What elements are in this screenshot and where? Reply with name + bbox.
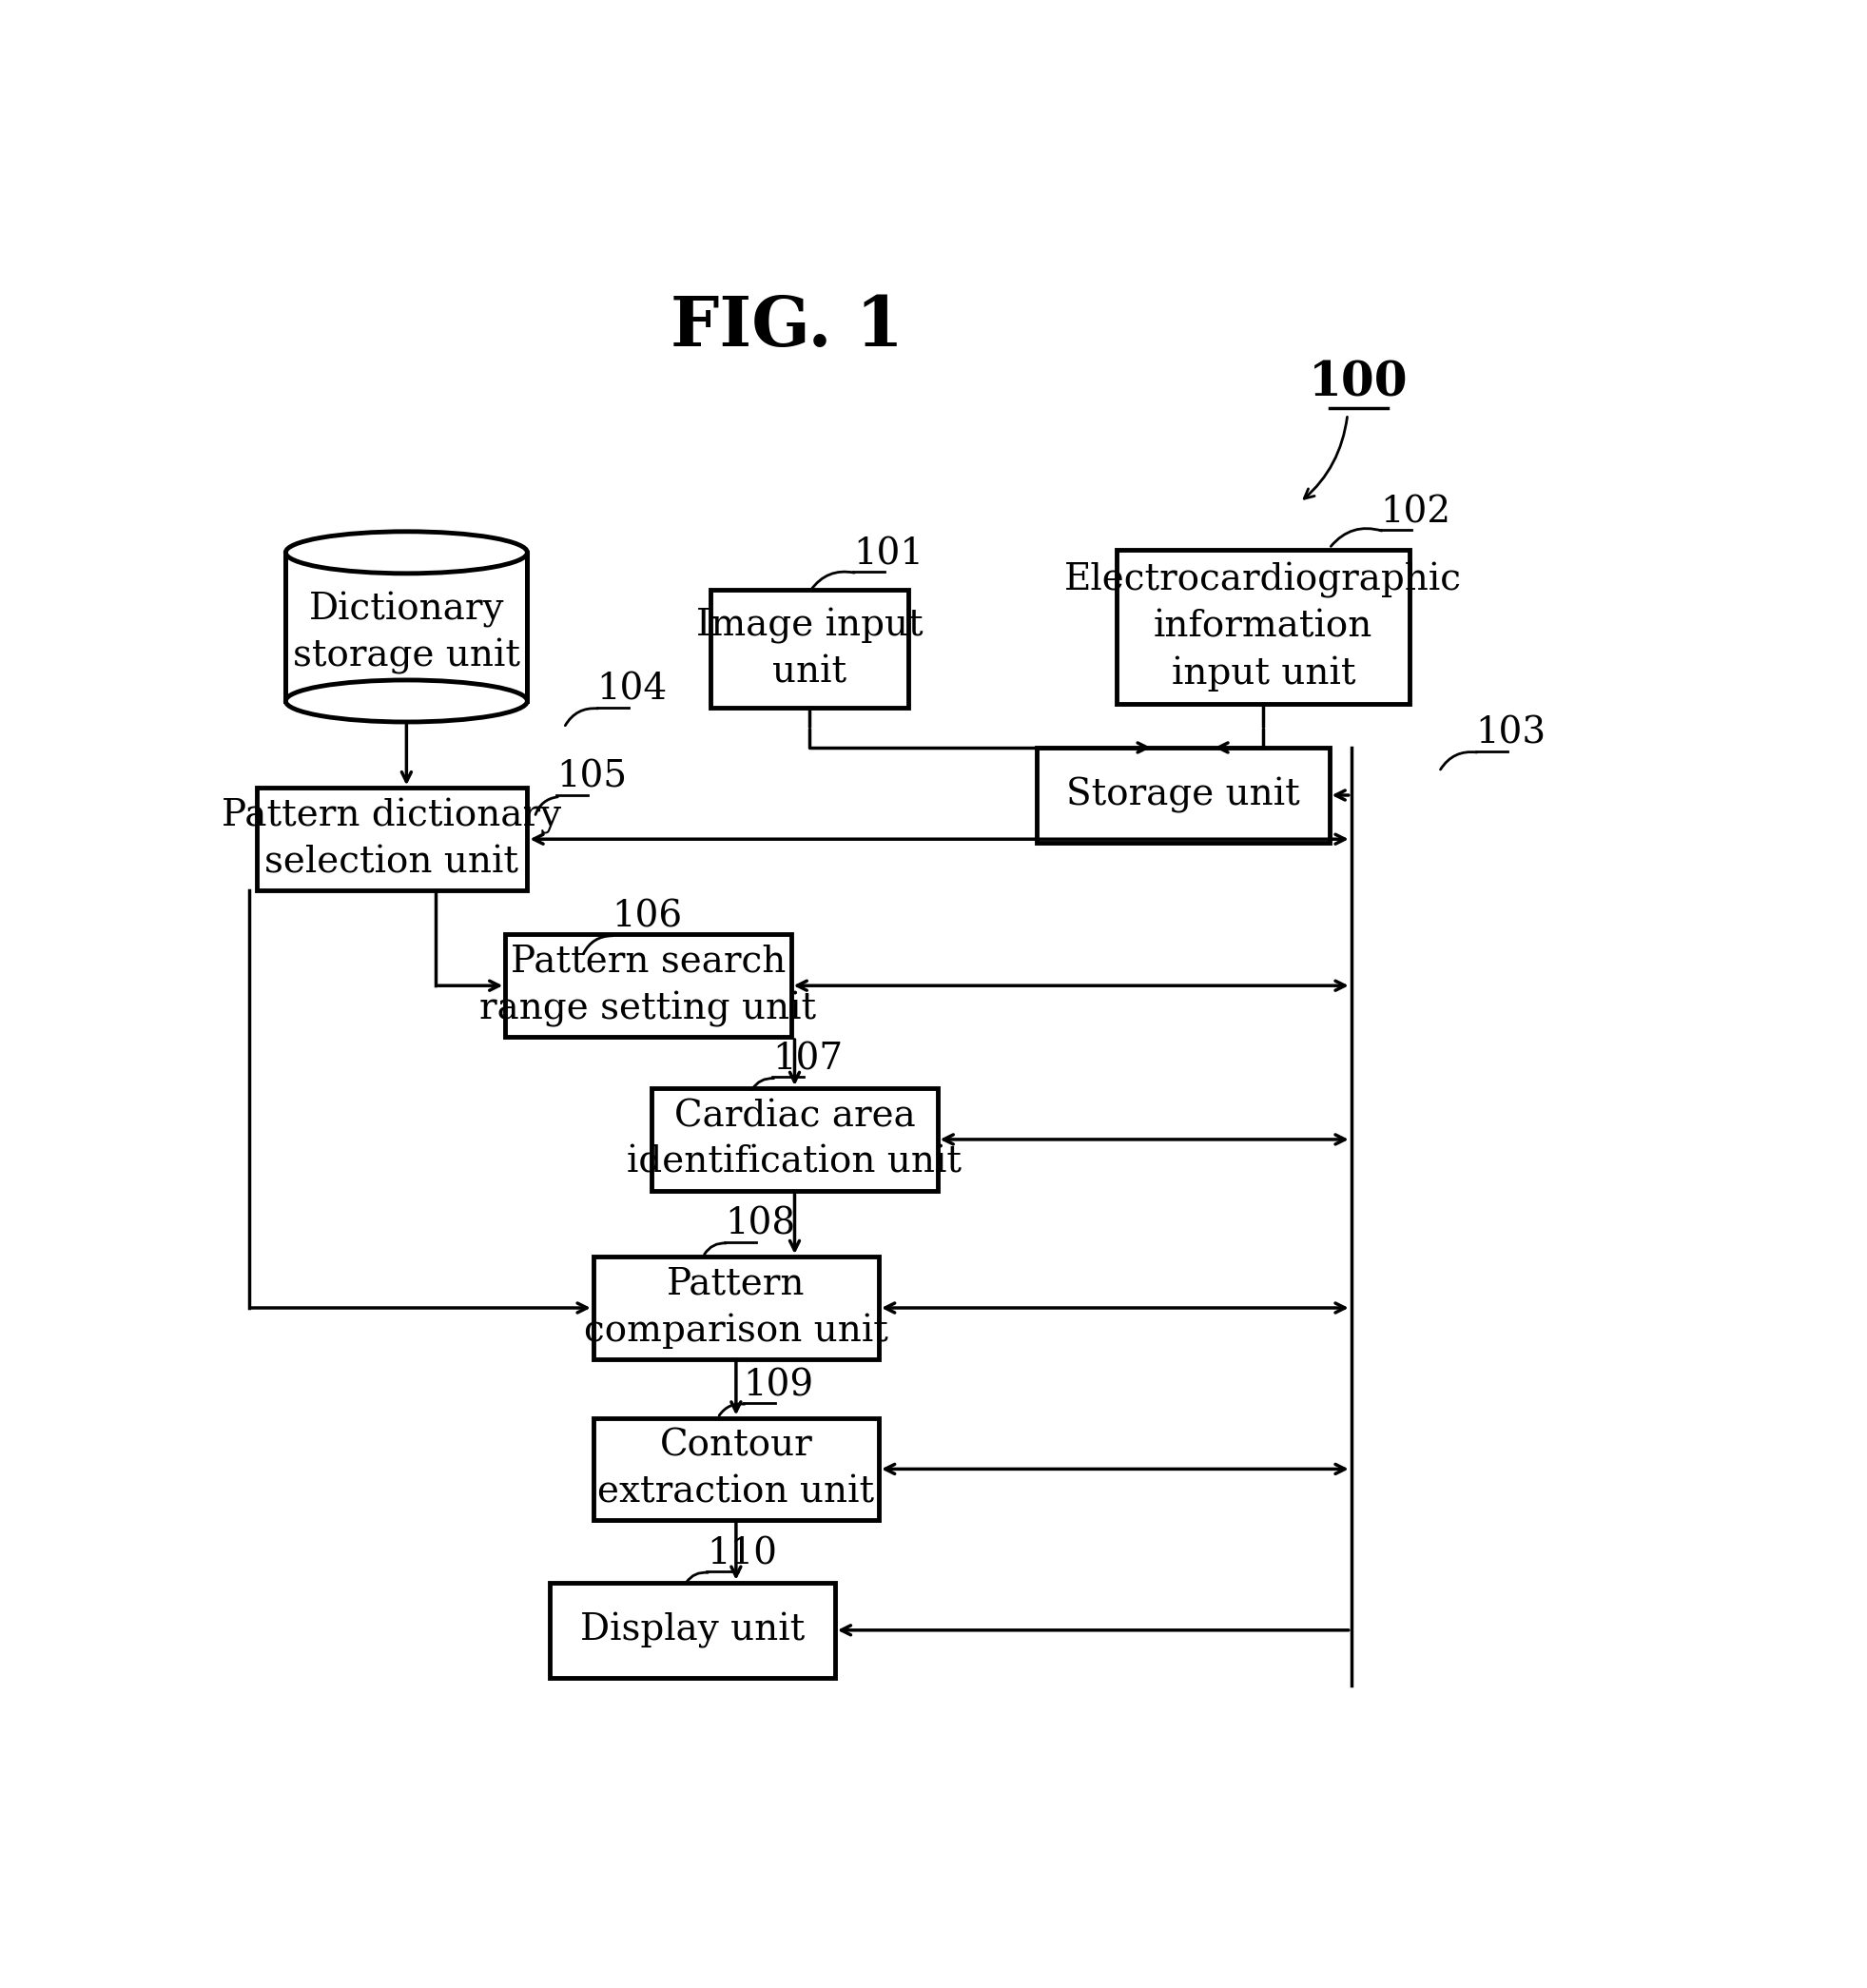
Text: 100: 100: [1309, 360, 1408, 408]
FancyArrowPatch shape: [536, 797, 558, 815]
Text: Display unit: Display unit: [581, 1612, 805, 1648]
Text: 103: 103: [1475, 716, 1546, 751]
Text: FIG. 1: FIG. 1: [670, 292, 904, 360]
Bar: [594, 1256, 879, 1360]
Bar: [711, 590, 907, 708]
Text: Pattern search
range setting unit: Pattern search range setting unit: [480, 944, 816, 1028]
Ellipse shape: [286, 531, 526, 573]
Text: Storage unit: Storage unit: [1066, 777, 1299, 813]
Text: Cardiac area
identification unit: Cardiac area identification unit: [627, 1099, 962, 1181]
FancyArrowPatch shape: [810, 573, 855, 590]
FancyArrowPatch shape: [1441, 751, 1477, 769]
FancyArrowPatch shape: [566, 708, 597, 726]
Text: 108: 108: [724, 1207, 795, 1242]
Text: 110: 110: [708, 1537, 777, 1573]
FancyArrowPatch shape: [704, 1242, 726, 1254]
Text: Image input
unit: Image input unit: [696, 608, 922, 690]
FancyArrowPatch shape: [583, 936, 612, 954]
Bar: [594, 1417, 879, 1521]
Bar: [652, 1087, 937, 1191]
Text: Pattern
comparison unit: Pattern comparison unit: [584, 1266, 889, 1350]
Bar: [549, 1582, 835, 1678]
Bar: [1036, 747, 1329, 843]
Bar: [1116, 551, 1410, 704]
Text: 101: 101: [853, 537, 924, 573]
Text: 102: 102: [1380, 495, 1451, 531]
Text: Dictionary
storage unit: Dictionary storage unit: [293, 590, 521, 674]
Text: 106: 106: [612, 899, 681, 934]
FancyArrowPatch shape: [1331, 529, 1382, 547]
Bar: [506, 934, 792, 1038]
FancyArrowPatch shape: [687, 1573, 708, 1582]
Text: Contour
extraction unit: Contour extraction unit: [597, 1427, 874, 1509]
Text: 105: 105: [556, 759, 627, 795]
FancyArrowPatch shape: [719, 1404, 745, 1415]
Text: Pattern dictionary
selection unit: Pattern dictionary selection unit: [222, 797, 562, 881]
Text: Electrocardiographic
information
input unit: Electrocardiographic information input u…: [1064, 563, 1462, 692]
Text: 107: 107: [773, 1042, 844, 1077]
Bar: [286, 553, 526, 702]
FancyArrowPatch shape: [1305, 417, 1348, 499]
Text: 109: 109: [743, 1368, 814, 1404]
FancyArrowPatch shape: [752, 1077, 773, 1089]
Text: 104: 104: [597, 672, 668, 708]
Ellipse shape: [286, 680, 526, 722]
Bar: [256, 787, 526, 891]
